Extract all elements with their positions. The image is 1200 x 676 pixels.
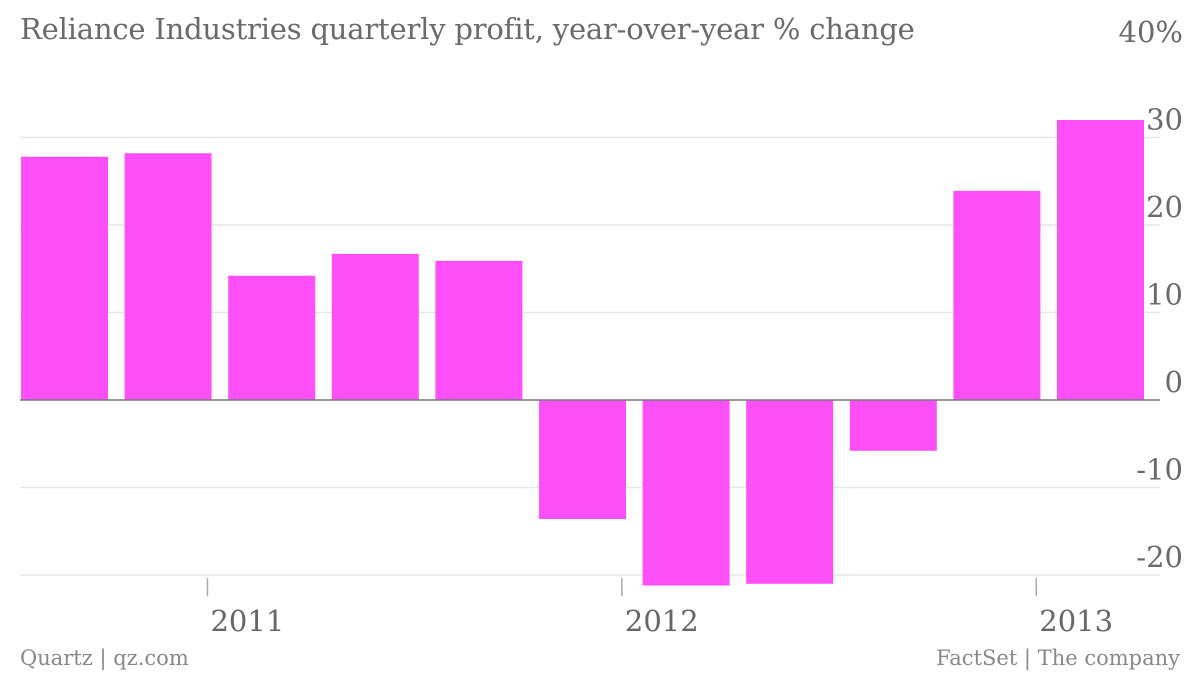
footer-source-left: Quartz | qz.com	[20, 646, 189, 670]
y-tick-label: 0	[1165, 365, 1183, 399]
bar	[21, 156, 108, 400]
bars	[21, 120, 1144, 586]
bar	[1057, 120, 1144, 400]
bar	[331, 253, 419, 400]
y-tick-label: 30	[1146, 103, 1183, 137]
bar	[435, 260, 523, 400]
footer-source-right: FactSet | The company	[936, 646, 1180, 670]
y-tick-label: 10	[1146, 278, 1183, 312]
x-tick-label: 2013	[1039, 604, 1113, 638]
bar	[746, 400, 834, 584]
axes: 40% 30 20 10 0 -10 -20 2011 2012 2013	[20, 15, 1183, 638]
y-tick-label: 40%	[1119, 15, 1183, 49]
y-tick-label: -20	[1136, 540, 1183, 574]
bar	[642, 400, 730, 586]
bar	[953, 190, 1041, 400]
bar	[849, 400, 937, 451]
chart-title: Reliance Industries quarterly profit, ye…	[20, 12, 915, 46]
y-tick-label: 20	[1146, 190, 1183, 224]
bar	[124, 153, 212, 400]
x-tick-label: 2012	[625, 604, 699, 638]
bar	[539, 400, 626, 519]
x-tick-label: 2011	[210, 604, 284, 638]
bar	[228, 275, 316, 400]
y-tick-label: -10	[1136, 453, 1183, 487]
